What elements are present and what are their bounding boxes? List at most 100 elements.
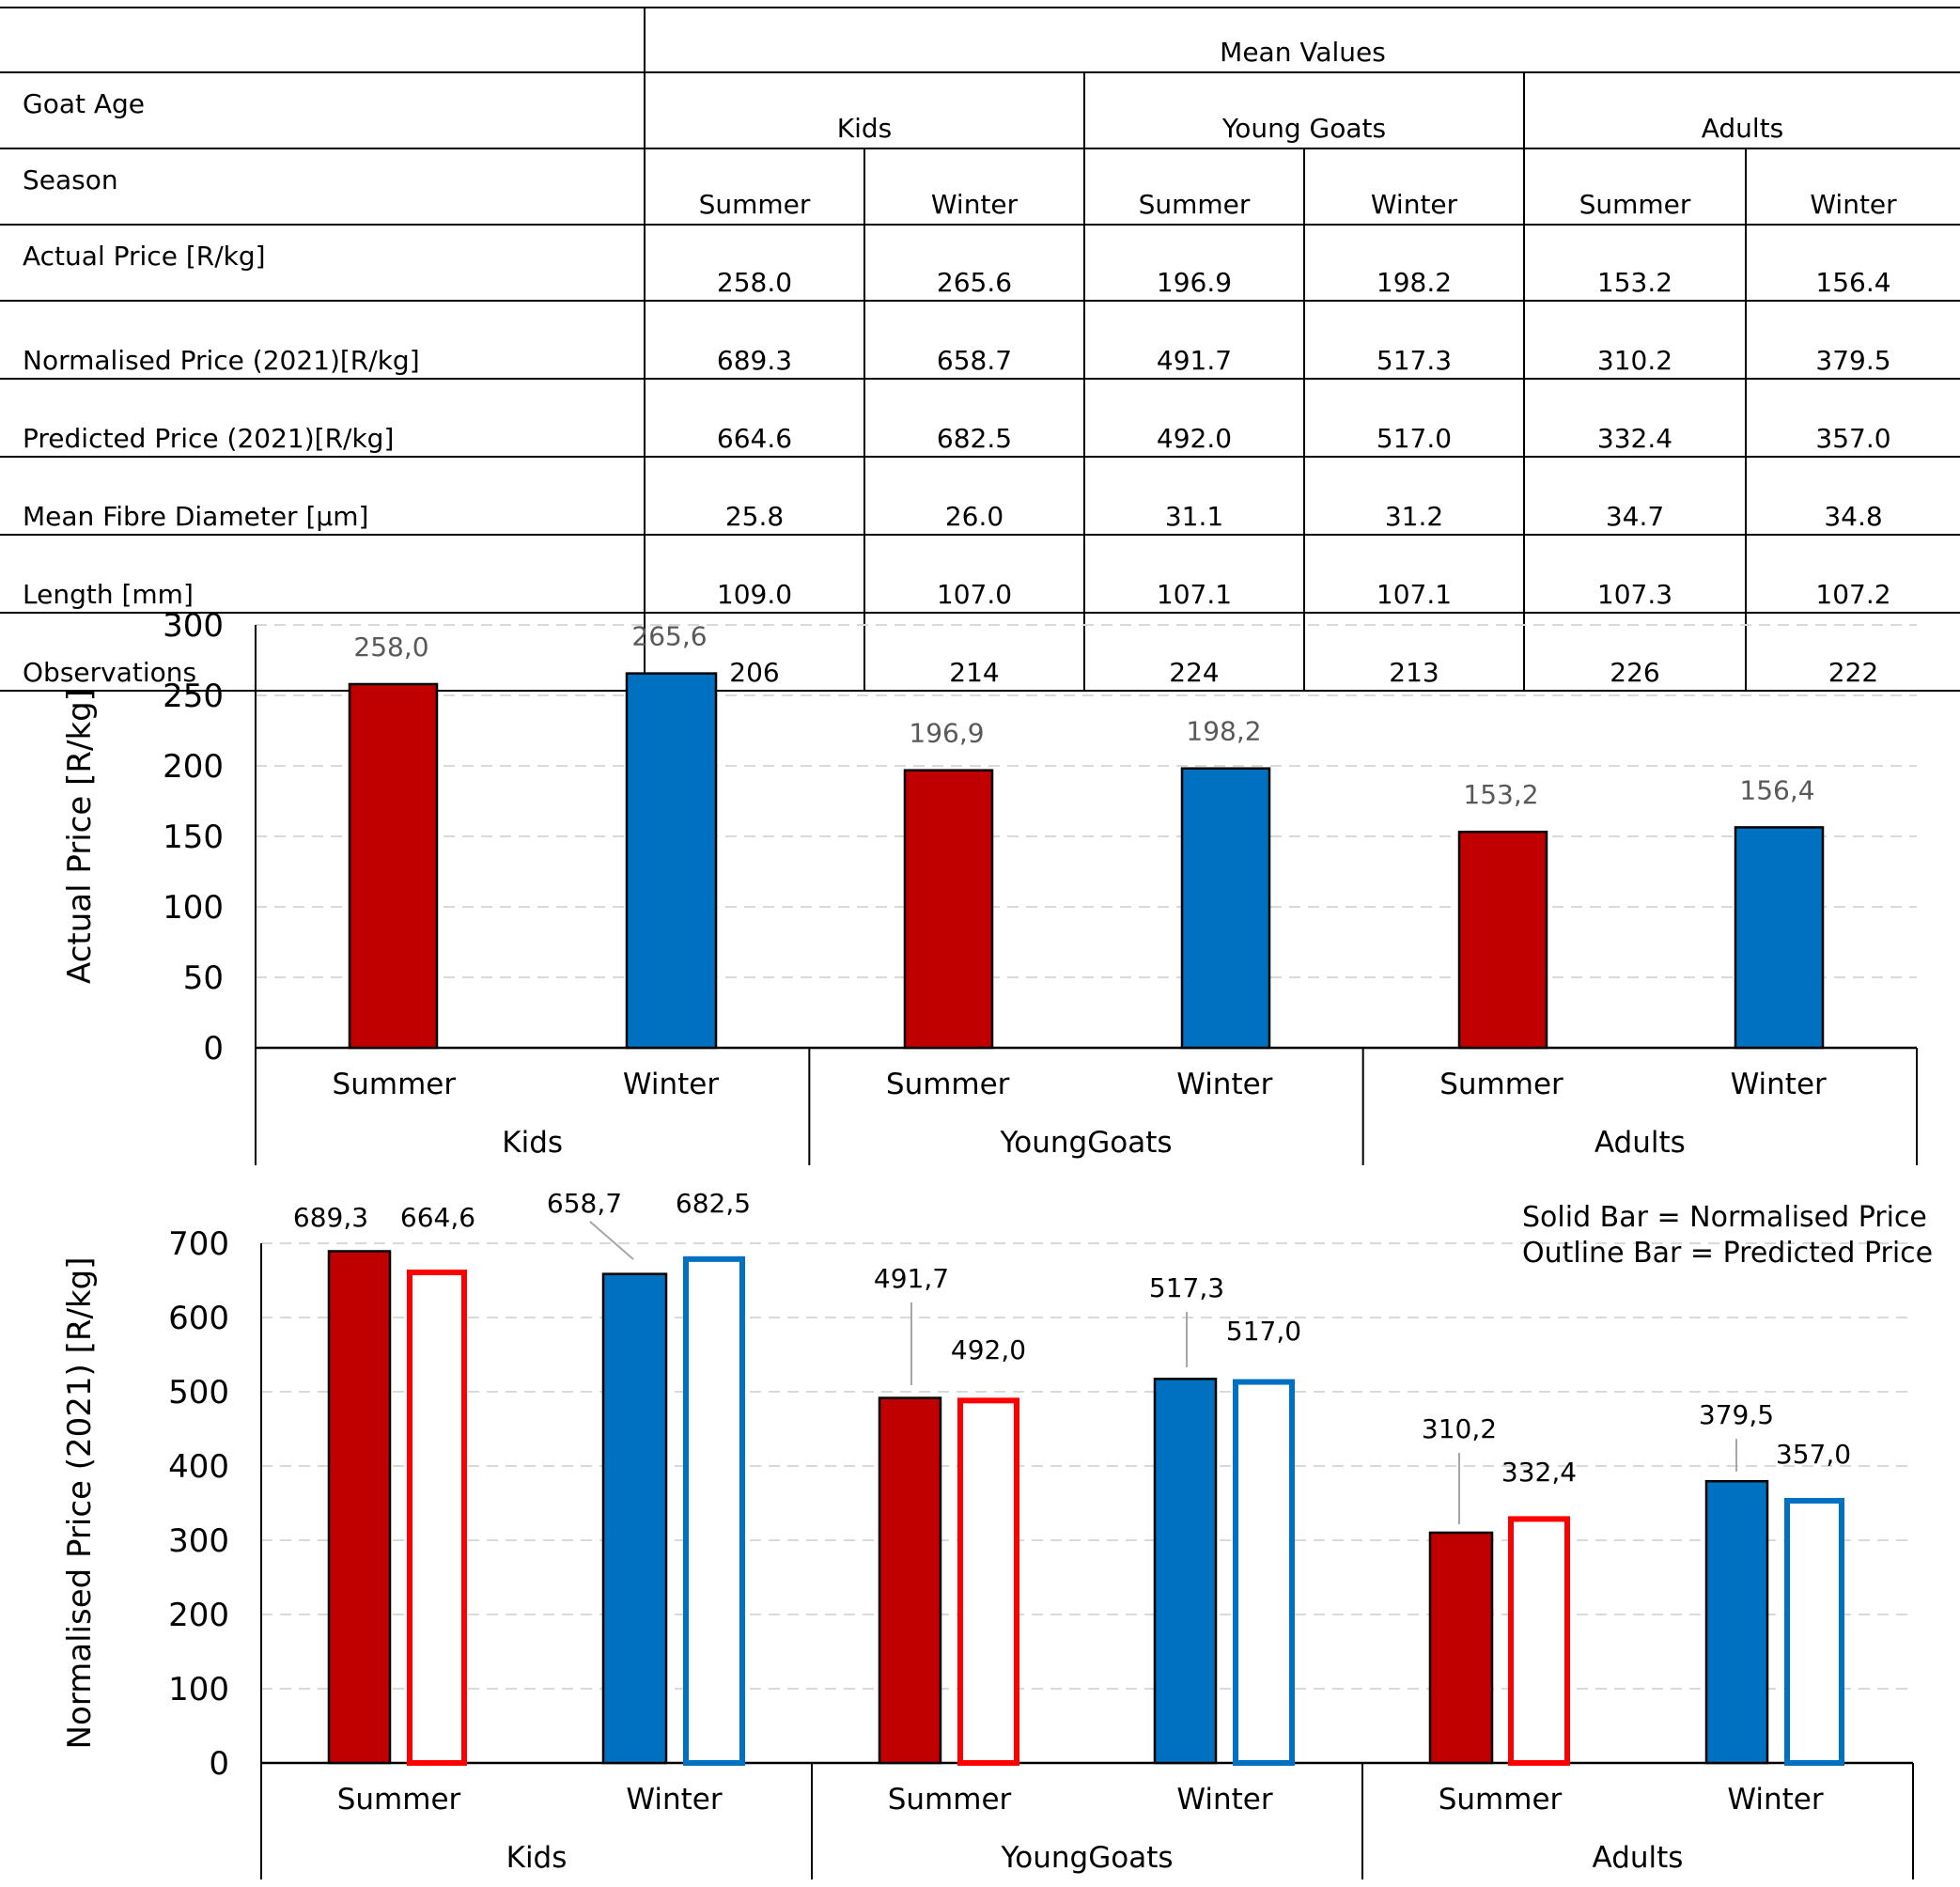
table-cell: 214 [863,613,1084,691]
x-category-label: Winter [1727,1783,1823,1817]
table-cell: 689.3 [644,301,864,379]
table-cell: 156.4 [1744,225,1960,301]
bar-solid [878,1396,942,1765]
bar-solid [1704,1479,1769,1765]
table-cell: 107.1 [1303,535,1524,613]
table-header-row-goat-age: Goat Age Kids Young Goats Adults [0,72,1960,148]
y-tick-label: 400 [168,1448,229,1486]
table-header-row-season: Season Summer Winter Summer Winter Summe… [0,148,1960,225]
table-cell: 658.7 [863,301,1084,379]
bar-outline [957,1397,1019,1766]
y-axis-title: Actual Price [R/kg] [61,689,99,984]
legend-text: Outline Bar = Predicted Price [1522,1237,1933,1270]
row-label: Observations [23,657,197,688]
data-label: 153,2 [1463,779,1538,810]
data-label: 664,6 [400,1202,475,1233]
table-cell: 265.6 [863,225,1084,301]
row-label: Actual Price [R/kg] [23,241,266,272]
x-category-label: Summer [888,1783,1012,1817]
bar-outline [1508,1516,1570,1767]
x-category-label: Summer [886,1068,1010,1101]
goat-age-label: Goat Age [23,88,146,119]
x-group-label: Adults [1593,1841,1684,1875]
y-tick-label: 0 [203,1030,224,1068]
y-tick-label: 300 [168,1522,229,1560]
leader-line [589,1221,634,1260]
table-cell: 25.8 [644,457,864,535]
table-cell: 31.2 [1303,457,1524,535]
x-group-label: Adults [1594,1126,1686,1160]
x-category-label: Summer [333,1068,457,1101]
table-cell: 491.7 [1083,301,1304,379]
table-cell: 107.1 [1083,535,1304,613]
x-category-label: Winter [1731,1068,1827,1101]
table-cell: 31.1 [1083,457,1304,535]
x-category-label: Summer [1439,1783,1563,1817]
age-group-header: Adults [1522,72,1960,148]
data-label: 379,5 [1699,1399,1774,1430]
data-label: 517,0 [1226,1316,1301,1347]
season-header: Winter [1744,148,1960,225]
bar [903,769,994,1050]
season-header: Summer [1523,148,1746,225]
y-tick-label: 700 [168,1225,229,1263]
bar [625,672,718,1050]
table-row: Mean Fibre Diameter [µm] 25.8 26.0 31.1 … [0,457,1960,535]
data-label: 689,3 [293,1202,368,1233]
table-cell: 664.6 [644,379,864,457]
table-cell: 196.9 [1083,225,1304,301]
table-cell: 198.2 [1303,225,1524,301]
table-cell: 153.2 [1523,225,1746,301]
y-tick-label: 50 [183,959,224,997]
table-row: Length [mm] 109.0 107.0 107.1 107.1 107.… [0,535,1960,613]
table-cell: 222 [1744,613,1960,691]
mean-values-table: Mean Values Goat Age Kids Young Goats Ad… [0,7,1960,692]
legend-text: Solid Bar = Normalised Price [1522,1201,1927,1234]
data-label: 492,0 [951,1334,1026,1365]
table-header-row-mean-values: Mean Values [0,8,1960,72]
bar-solid [601,1272,668,1765]
table-cell: 357.0 [1744,379,1960,457]
y-tick-label: 100 [163,889,224,927]
table-cell: 34.7 [1523,457,1746,535]
table-cell: 107.0 [863,535,1084,613]
season-header: Summer [644,148,864,225]
table-cell: 226 [1523,613,1746,691]
bar-solid [327,1250,392,1765]
mean-values-table-section: Mean Values Goat Age Kids Young Goats Ad… [0,0,1960,691]
x-group-label: YoungGoats [999,1126,1172,1160]
bar-solid [1153,1378,1218,1765]
table-row: Predicted Price (2021)[R/kg] 664.6 682.5… [0,379,1960,457]
bar-outline [1784,1497,1844,1766]
table-cell: 517.3 [1303,301,1524,379]
table-cell: 517.0 [1303,379,1524,457]
table-row: Normalised Price (2021)[R/kg] 689.3 658.… [0,301,1960,379]
x-category-label: Summer [337,1783,461,1817]
y-tick-label: 600 [168,1300,229,1337]
x-category-label: Summer [1439,1068,1563,1101]
data-label: 198,2 [1186,716,1261,747]
x-group-label: YoungGoats [1000,1841,1173,1875]
bar [1457,830,1548,1050]
table-row: Actual Price [R/kg] 258.0 265.6 196.9 19… [0,225,1960,301]
x-group-label: Kids [506,1841,568,1875]
table-cell: 682.5 [863,379,1084,457]
table-cell: 258.0 [644,225,864,301]
table-row: Observations 206 214 224 213 226 222 [0,613,1960,691]
table-cell: 34.8 [1744,457,1960,535]
mean-values-header: Mean Values [643,8,1960,72]
data-label: 491,7 [874,1263,949,1294]
data-label: 156,4 [1739,774,1814,805]
data-label: 517,3 [1149,1272,1224,1303]
table-cell: 109.0 [644,535,864,613]
y-axis-title: Normalised Price (2021) [R/kg] [61,1257,99,1750]
bar [1734,826,1825,1050]
bar-outline [407,1269,467,1766]
y-tick-label: 200 [168,1597,229,1634]
row-label: Length [mm] [23,579,194,610]
row-label: Normalised Price (2021)[R/kg] [23,345,420,376]
x-category-label: Winter [626,1783,722,1817]
season-header: Winter [863,148,1084,225]
x-category-label: Winter [1176,1783,1272,1817]
age-group-header: Kids [644,72,1084,148]
